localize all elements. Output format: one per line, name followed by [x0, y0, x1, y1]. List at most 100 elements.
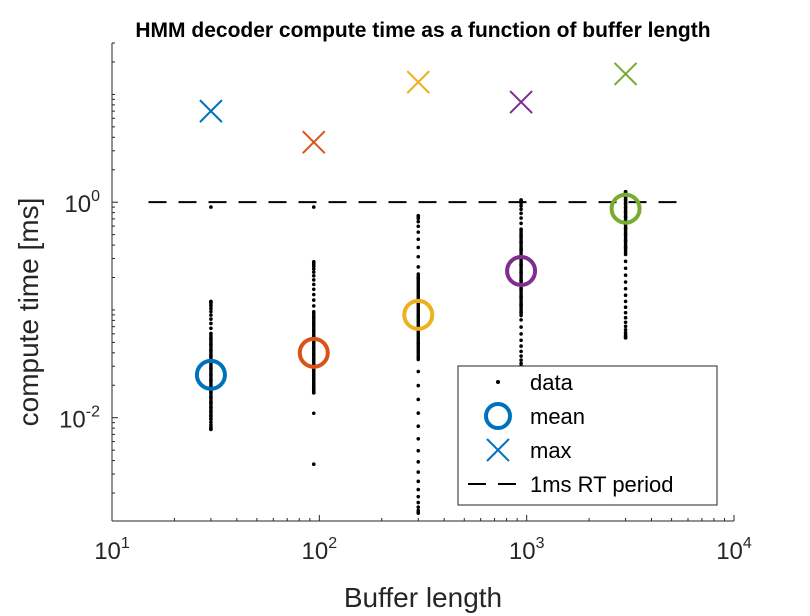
data-point	[311, 304, 316, 308]
max-marker-stroke	[406, 70, 430, 94]
x-tick-exponent: 4	[743, 535, 752, 552]
data-point	[416, 500, 421, 505]
data-point	[209, 422, 213, 427]
data-point	[519, 349, 523, 354]
y-tick-base: 10	[59, 407, 86, 434]
x-tick-base: 10	[716, 538, 743, 565]
mean-marker	[609, 192, 642, 225]
mean-marker	[402, 298, 435, 331]
data-point	[519, 354, 523, 358]
data-point	[416, 508, 421, 513]
data-point	[209, 420, 213, 425]
data-point	[519, 204, 523, 208]
y-tick-exponent: -2	[86, 404, 100, 421]
x-tick-exponent: 3	[536, 535, 545, 552]
x-tick-labels: 101 102 103 104	[94, 535, 752, 565]
data-point	[416, 254, 421, 259]
data-point	[311, 292, 316, 297]
data-point	[416, 265, 421, 269]
data-point	[623, 327, 628, 332]
x-tick-exponent: 2	[328, 535, 337, 552]
data-point	[623, 286, 628, 291]
data-point	[519, 221, 523, 226]
mean-marker	[194, 358, 227, 391]
data-point	[416, 494, 421, 499]
data-point	[416, 230, 421, 234]
data-point	[623, 305, 628, 310]
legend-label-max: max	[530, 438, 572, 463]
x-tick-label: 102	[302, 535, 338, 565]
data-point	[519, 361, 523, 366]
max-marker	[302, 130, 326, 154]
data-point	[623, 330, 628, 335]
data-point	[311, 282, 316, 287]
data-point	[623, 320, 628, 325]
x-tick-base: 10	[302, 538, 329, 565]
data-point	[209, 299, 213, 304]
data-point	[519, 325, 523, 329]
x-axis-label: Buffer length	[344, 582, 502, 613]
data-point	[209, 205, 213, 209]
data-point	[416, 237, 421, 242]
data-point	[311, 259, 316, 264]
data-point	[311, 273, 316, 278]
data-point	[416, 397, 421, 402]
data-point	[209, 317, 213, 321]
data-point	[623, 266, 628, 271]
x-tick-exponent: 1	[121, 535, 130, 552]
data-point	[416, 245, 421, 250]
data-point	[519, 344, 523, 348]
max-marker	[509, 90, 533, 114]
x-tick-label: 103	[509, 535, 545, 565]
data-point	[311, 278, 316, 282]
y-tick-exponent: 0	[91, 188, 100, 205]
mean-marker	[297, 336, 330, 369]
y-tick-base: 10	[64, 191, 91, 218]
mean-marker	[505, 254, 538, 287]
max-marker-stroke	[199, 99, 223, 123]
x-tick-base: 10	[94, 538, 121, 565]
legend-max-marker	[486, 438, 510, 462]
data-point	[209, 326, 213, 331]
legend: data mean max 1ms RT period	[457, 365, 718, 506]
legend-data-marker	[496, 380, 500, 384]
x-tick-label: 101	[94, 535, 130, 565]
data-point	[519, 207, 523, 212]
data-point	[519, 338, 523, 343]
data-point	[519, 216, 523, 220]
data-point	[416, 213, 421, 218]
max-marker-stroke	[613, 62, 638, 86]
data-point	[623, 280, 628, 284]
max-marker	[406, 70, 430, 94]
y-tick-label: 10-2	[59, 404, 100, 434]
data-point	[311, 298, 316, 302]
axis-ticks	[111, 42, 735, 521]
data-point	[416, 505, 421, 509]
data-point	[519, 358, 523, 362]
data-point	[623, 324, 628, 329]
legend-mean-marker	[484, 402, 512, 430]
max-marker	[199, 99, 223, 123]
max-marker	[613, 62, 638, 86]
data-point	[311, 411, 316, 416]
max-marker-stroke	[302, 130, 326, 154]
data-point	[416, 460, 421, 464]
data-point	[519, 332, 523, 336]
y-tick-label: 100	[64, 188, 100, 218]
data-point	[209, 309, 213, 314]
data-point	[519, 318, 523, 322]
data-point	[519, 198, 523, 202]
data-point	[623, 315, 628, 320]
x-tick-label: 104	[716, 535, 752, 565]
data-point	[416, 448, 421, 453]
legend-box	[457, 365, 718, 506]
data-point	[209, 321, 213, 326]
data-point	[623, 299, 628, 304]
data-point	[311, 462, 316, 467]
data-point	[416, 487, 421, 492]
chart-title: HMM decoder compute time as a function o…	[135, 19, 710, 42]
x-tick-base: 10	[509, 538, 536, 565]
data-point	[209, 313, 213, 317]
